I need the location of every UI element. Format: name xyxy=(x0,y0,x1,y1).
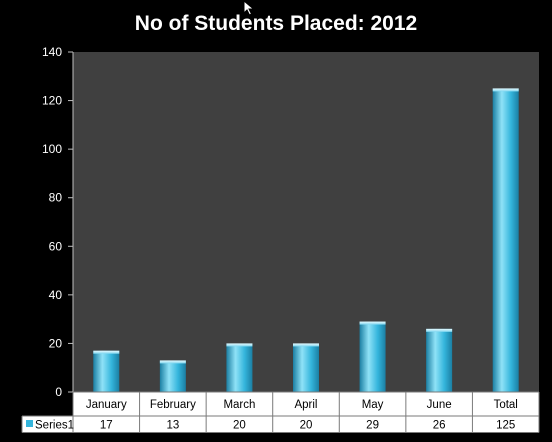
plot-area xyxy=(73,52,539,392)
bar-top-highlight xyxy=(226,343,253,347)
x-tick-label: Total xyxy=(494,399,518,411)
bar xyxy=(293,343,319,392)
bar xyxy=(359,321,386,392)
y-tick-label: 80 xyxy=(49,191,63,205)
legend-key-icon xyxy=(26,420,33,427)
y-tick-label: 140 xyxy=(42,45,62,59)
bar xyxy=(426,328,453,392)
table-value-row xyxy=(22,416,539,433)
bar-top-highlight xyxy=(293,343,319,347)
data-table-value: 20 xyxy=(300,420,313,432)
bar xyxy=(93,350,120,392)
y-tick-label: 0 xyxy=(55,385,62,399)
bar-top-highlight xyxy=(159,360,186,364)
mouse-pointer-icon xyxy=(243,0,255,16)
y-axis: 0 20 40 60 80 100 120 140 xyxy=(42,45,74,399)
data-table-value: 29 xyxy=(366,420,379,432)
y-tick-label: 120 xyxy=(42,94,62,108)
data-table-value: 20 xyxy=(233,420,246,432)
bar xyxy=(226,343,253,392)
bar-top-highlight xyxy=(426,328,453,332)
legend-series-name: Series1 xyxy=(35,420,74,432)
y-tick-label: 20 xyxy=(49,336,63,350)
data-table-value: 17 xyxy=(100,420,113,432)
bar xyxy=(159,360,186,392)
bar xyxy=(492,88,519,392)
y-tick-label: 60 xyxy=(49,239,63,253)
y-tick-label: 100 xyxy=(42,142,62,156)
bar-top-highlight xyxy=(93,350,120,354)
data-table-value: 125 xyxy=(496,420,515,432)
bar-top-highlight xyxy=(359,321,386,325)
table-header-row xyxy=(73,392,539,416)
x-tick-label: April xyxy=(294,399,317,411)
chart-title: No of Students Placed: 2012 xyxy=(135,12,417,35)
data-table-value: 26 xyxy=(433,420,446,432)
x-tick-label: June xyxy=(427,399,452,411)
x-tick-label: February xyxy=(150,399,196,411)
data-table: January 17 February 13 March 20 April 20 May 29 Ju… xyxy=(21,391,540,433)
bar-top-highlight xyxy=(492,88,519,92)
x-tick-label: March xyxy=(223,399,255,411)
bars xyxy=(93,88,519,392)
x-tick-label: January xyxy=(86,399,127,411)
x-tick-label: May xyxy=(362,399,384,411)
y-tick-label: 40 xyxy=(49,288,63,302)
data-table-value: 13 xyxy=(166,420,179,432)
